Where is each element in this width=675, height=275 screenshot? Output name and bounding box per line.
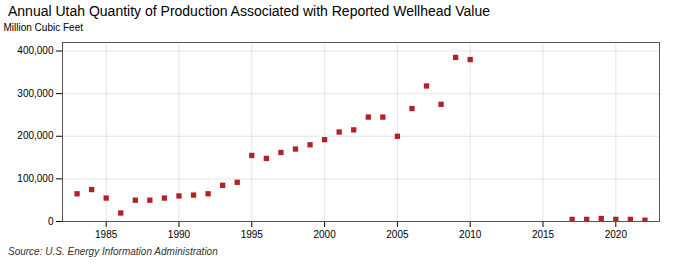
svg-text:0: 0	[48, 216, 54, 227]
svg-text:Million Cubic Feet: Million Cubic Feet	[4, 22, 84, 33]
html-text:Annual Utah Quantity of Produc: Annual Utah Quantity of Production Assoc…	[8, 3, 490, 19]
svg-text:2015: 2015	[532, 229, 555, 240]
svg-text:1990: 1990	[168, 229, 191, 240]
svg-text:2005: 2005	[386, 229, 409, 240]
svg-text:1985: 1985	[95, 229, 118, 240]
svg-text:2020: 2020	[605, 229, 628, 240]
svg-text:2000: 2000	[313, 229, 336, 240]
svg-text:200,000: 200,000	[17, 130, 54, 141]
svg-text:100,000: 100,000	[17, 173, 54, 184]
svg-text:400,000: 400,000	[17, 45, 54, 56]
svg-text:2010: 2010	[459, 229, 482, 240]
svg-text:1995: 1995	[241, 229, 264, 240]
html-text:Source: U.S. Energy Informatio: Source: U.S. Energy Information Administ…	[8, 246, 218, 257]
svg-text:300,000: 300,000	[17, 88, 54, 99]
